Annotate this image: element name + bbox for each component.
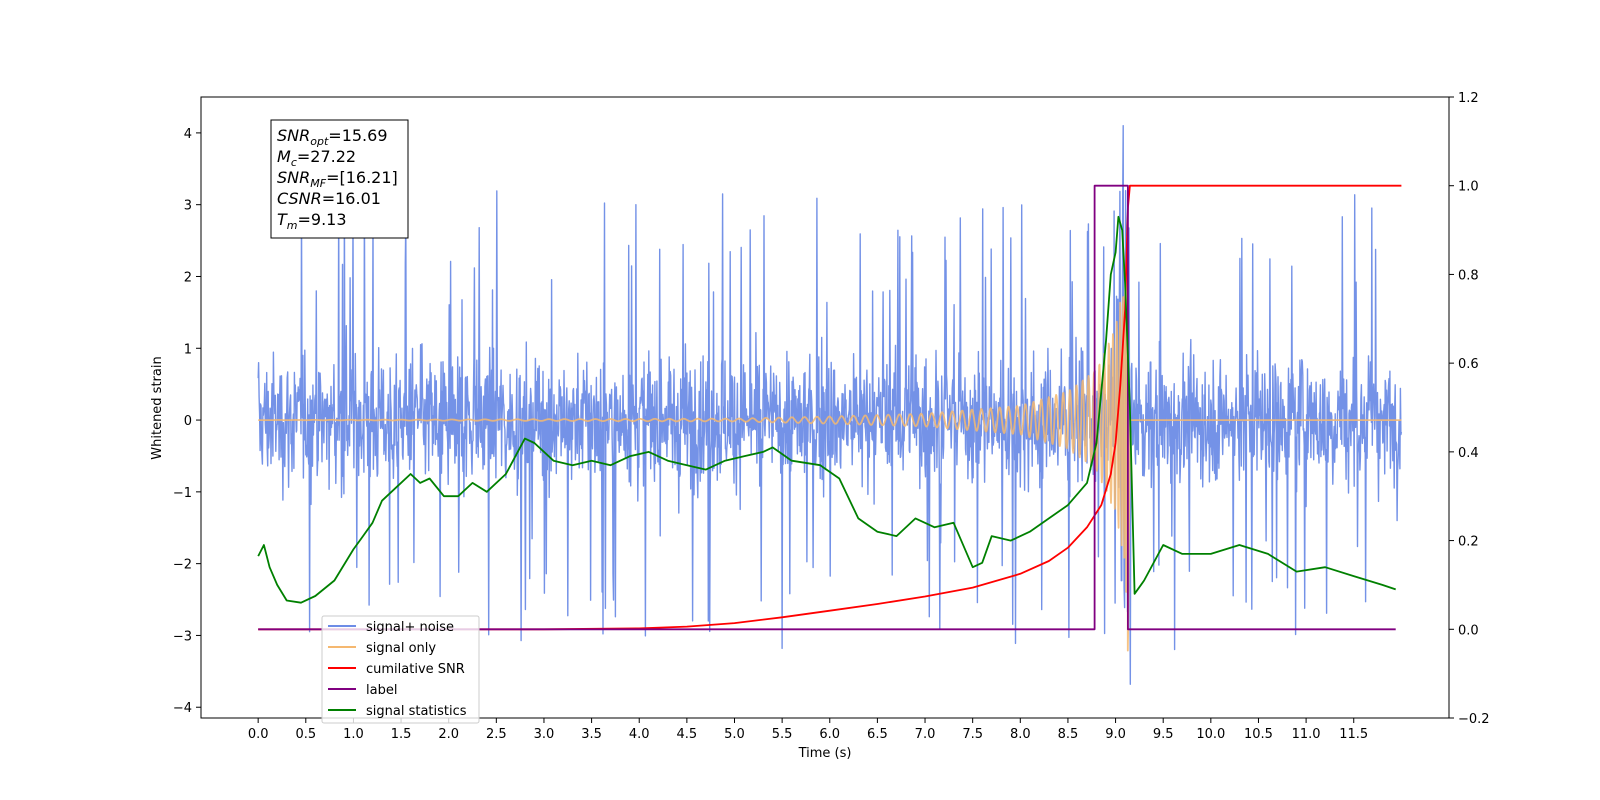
y-axis-title: Whitened strain (150, 356, 165, 459)
y-tick-label-right: −0.2 (1458, 712, 1490, 727)
x-tick-label: 7.5 (962, 727, 983, 742)
y-tick-label-left: −2 (173, 558, 192, 573)
x-tick-label: 5.0 (724, 727, 745, 742)
stats-line: SNRMF=[16.21] (277, 168, 398, 190)
legend-frame (321, 615, 480, 724)
y-tick-label-left: 1 (184, 342, 192, 357)
y-tick-label-left: 0 (184, 414, 192, 429)
legend-label: signal statistics (366, 704, 467, 719)
legend-label: cumilative SNR (366, 662, 465, 677)
x-tick-label: 6.0 (819, 727, 840, 742)
stats-line: Tm=9.13 (277, 210, 347, 232)
y-tick-label-right: 0.6 (1458, 357, 1479, 372)
legend: signal+ noise signal only cumilative SNR la… (321, 615, 480, 724)
y-tick-label-left: 3 (184, 199, 192, 214)
x-tick-label: 2.5 (486, 727, 507, 742)
x-tick-label: 5.5 (772, 727, 793, 742)
x-tick-label: 0.5 (295, 727, 316, 742)
stats-line: Mc=27.22 (277, 147, 356, 169)
x-tick-label: 1.5 (391, 727, 412, 742)
y-tick-label-left: −3 (173, 629, 192, 644)
series-line-label (258, 184, 1396, 631)
y-tick-label-left: 2 (184, 270, 192, 285)
legend-label: signal only (366, 641, 436, 656)
stats-line: SNRopt=15.69 (277, 126, 388, 148)
x-tick-label: 3.0 (534, 727, 555, 742)
series-layer (257, 125, 1403, 685)
x-tick-label: 10.5 (1244, 727, 1273, 742)
y-axis-left: 4 3 2 1 0 −1 −2 −3 −4 (173, 127, 201, 716)
y-tick-label-right: 0.8 (1458, 268, 1479, 283)
stats-box: SNRopt=15.69Mc=27.22SNRMF=[16.21]CSNR=16… (270, 119, 409, 239)
series-line-cumilative-snr (258, 184, 1402, 631)
y-tick-label-left: −1 (173, 486, 192, 501)
stats-line: CSNR=16.01 (277, 189, 381, 208)
series-line-signal-noise (257, 125, 1403, 685)
x-tick-label: 8.5 (1058, 727, 1079, 742)
series-line-signal-only (257, 235, 1402, 652)
x-tick-label: 6.5 (867, 727, 888, 742)
y-tick-label-left: 4 (184, 127, 192, 142)
x-tick-label: 9.0 (1105, 727, 1126, 742)
plot-frame (200, 96, 1450, 719)
x-tick-label: 7.0 (915, 727, 936, 742)
x-tick-label: 11.0 (1292, 727, 1321, 742)
series-line-signal-statistics (257, 215, 1396, 604)
x-tick-label: 2.0 (438, 727, 459, 742)
x-tick-label: 1.0 (343, 727, 364, 742)
x-tick-label: 9.5 (1153, 727, 1174, 742)
x-axis: 0.0 0.5 1.0 1.5 2.0 2.5 3.0 3.5 4.0 4.5 5.0 5.5 6.0 6… (248, 718, 1368, 742)
y-axis-right: 1.2 1.0 0.8 0.6 0.4 0.2 0.0 −0.2 (1449, 91, 1490, 727)
y-tick-label-right: 1.0 (1458, 180, 1479, 195)
x-tick-label: 8.0 (1010, 727, 1031, 742)
stats-box-frame (270, 119, 409, 239)
x-tick-label: 10.0 (1196, 727, 1225, 742)
x-tick-label: 11.5 (1339, 727, 1368, 742)
legend-label: label (366, 683, 397, 698)
x-axis-title: Time (s) (798, 746, 852, 761)
y-tick-label-right: 1.2 (1458, 91, 1479, 106)
legend-label: signal+ noise (366, 620, 454, 635)
x-tick-label: 3.5 (581, 727, 602, 742)
y-tick-label-right: 0.0 (1458, 623, 1479, 638)
x-tick-label: 4.0 (629, 727, 650, 742)
x-tick-label: 4.5 (677, 727, 698, 742)
y-tick-label-right: 0.4 (1458, 446, 1479, 461)
x-tick-label: 0.0 (248, 727, 269, 742)
y-tick-label-left: −4 (173, 701, 192, 716)
y-tick-label-right: 0.2 (1458, 535, 1479, 550)
